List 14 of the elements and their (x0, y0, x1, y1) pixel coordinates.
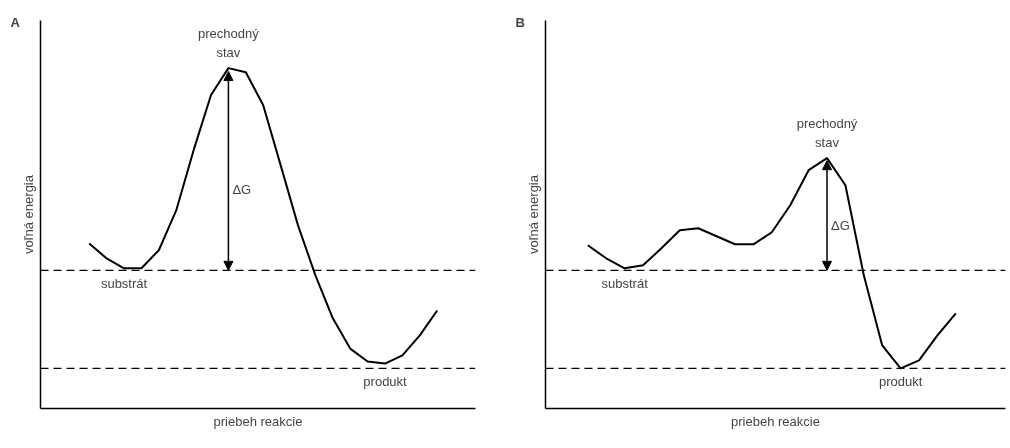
annotation: substrát (601, 276, 649, 292)
text: prechodný stav (796, 115, 858, 151)
chart-title: A (10, 14, 21, 30)
x-axis-title: priebeh reakcie (731, 413, 820, 429)
annotation: ΔG (232, 181, 252, 197)
chart-title: B (515, 14, 525, 30)
annotation: produkt (878, 374, 923, 390)
annotation: ΔG (831, 217, 850, 233)
annotation: substrát (100, 276, 148, 292)
y-axis-title: voľná energia (525, 174, 541, 254)
annotation: produkt (363, 374, 408, 390)
x-axis-title: priebeh reakcie (213, 413, 303, 429)
y-axis-title: voľná energia (20, 174, 36, 254)
text: prechodný stav (198, 25, 260, 61)
